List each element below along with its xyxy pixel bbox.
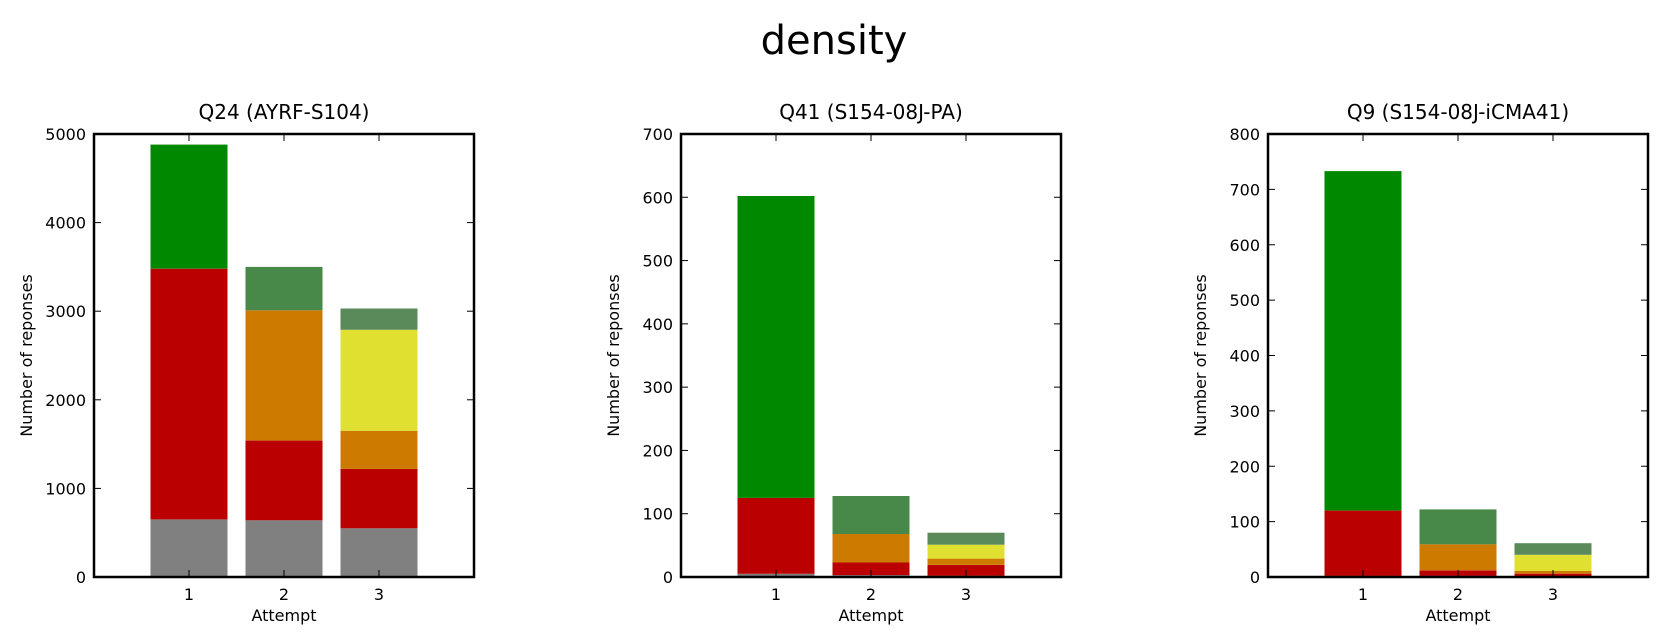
y-tick-label: 4000 xyxy=(45,214,86,233)
x-tick-label: 1 xyxy=(771,585,781,604)
y-tick-label: 500 xyxy=(1229,291,1260,310)
y-tick-label: 300 xyxy=(642,378,673,397)
y-tick-label: 200 xyxy=(642,441,673,460)
figure-title: density xyxy=(760,18,908,64)
y-tick-label: 200 xyxy=(1229,457,1260,476)
bar-3-segment-5 xyxy=(1514,543,1592,555)
x-tick-label: 2 xyxy=(866,585,876,604)
bar-3-segment-3 xyxy=(340,430,418,469)
bar-3-segment-1 xyxy=(340,528,418,577)
bar-3-segment-4 xyxy=(1514,554,1592,571)
bar-2-segment-3 xyxy=(1419,544,1497,571)
y-axis-label: Number of reponses xyxy=(604,274,623,437)
bar-3-segment-2 xyxy=(340,468,418,529)
bar-2-segment-4 xyxy=(245,266,323,311)
y-tick-label: 2000 xyxy=(45,391,86,410)
chart-1: 0 1000 2000 3000 4000 5000 1 2 3 Q24 (AYRF-S104) A… xyxy=(17,100,476,625)
y-tick-label: 1000 xyxy=(45,479,86,498)
bar-1-segment-3 xyxy=(737,196,815,498)
y-tick-label: 0 xyxy=(1250,568,1260,587)
bar-1-segment-3 xyxy=(150,144,228,269)
x-tick-label: 3 xyxy=(1548,585,1558,604)
y-tick-label: 0 xyxy=(663,568,673,587)
y-axis-label: Number of reponses xyxy=(17,274,36,437)
x-tick-label: 3 xyxy=(961,585,971,604)
chart-2: 0 100 200 300 400 500 600 700 1 2 3 Q41 (S154-08J-P… xyxy=(604,100,1063,625)
bar-3-segment-5 xyxy=(340,308,418,330)
y-tick-label: 500 xyxy=(642,252,673,271)
bar-1-segment-2 xyxy=(737,497,815,574)
bar-3-segment-4 xyxy=(340,329,418,431)
bar-2-segment-2 xyxy=(245,440,323,521)
bar-3-segment-3 xyxy=(927,558,1005,565)
x-tick-label: 3 xyxy=(374,585,384,604)
bar-2-segment-3 xyxy=(245,310,323,441)
y-tick-label: 700 xyxy=(642,125,673,144)
bar-3-segment-5 xyxy=(927,532,1005,545)
y-tick-label: 3000 xyxy=(45,302,86,321)
y-tick-label: 700 xyxy=(1229,180,1260,199)
bar-1-segment-2 xyxy=(1324,510,1402,576)
y-tick-label: 300 xyxy=(1229,402,1260,421)
x-tick-label: 2 xyxy=(1453,585,1463,604)
bar-2-segment-1 xyxy=(245,520,323,577)
chart-title: Q24 (AYRF-S104) xyxy=(199,100,370,124)
bar-3-segment-4 xyxy=(927,544,1005,559)
bar-2-segment-2 xyxy=(832,562,910,576)
y-tick-label: 100 xyxy=(1229,513,1260,532)
y-tick-label: 100 xyxy=(642,505,673,524)
bar-1-segment-3 xyxy=(1324,171,1402,511)
bar-1-segment-2 xyxy=(150,268,228,520)
y-tick-label: 400 xyxy=(642,315,673,334)
y-tick-label: 800 xyxy=(1229,125,1260,144)
chart-3: 0 100 200 300 400 500 600 700 800 1 2 3 Q9 (S154-08J… xyxy=(1191,100,1650,625)
y-axis-label: Number of reponses xyxy=(1191,274,1210,437)
y-tick-label: 5000 xyxy=(45,125,86,144)
y-tick-label: 0 xyxy=(76,568,86,587)
bar-2-segment-4 xyxy=(832,496,910,534)
x-axis-label: Attempt xyxy=(1425,606,1490,625)
bar-2-segment-3 xyxy=(832,534,910,563)
bar-1-segment-1 xyxy=(150,519,228,577)
y-tick-label: 400 xyxy=(1229,347,1260,366)
chart-title: Q9 (S154-08J-iCMA41) xyxy=(1347,100,1569,124)
x-tick-label: 2 xyxy=(279,585,289,604)
x-axis-label: Attempt xyxy=(838,606,903,625)
bar-2-segment-4 xyxy=(1419,509,1497,545)
x-axis-label: Attempt xyxy=(251,606,316,625)
chart-title: Q41 (S154-08J-PA) xyxy=(779,100,963,124)
y-tick-label: 600 xyxy=(642,188,673,207)
y-tick-label: 600 xyxy=(1229,236,1260,255)
x-tick-label: 1 xyxy=(1358,585,1368,604)
x-tick-label: 1 xyxy=(184,585,194,604)
